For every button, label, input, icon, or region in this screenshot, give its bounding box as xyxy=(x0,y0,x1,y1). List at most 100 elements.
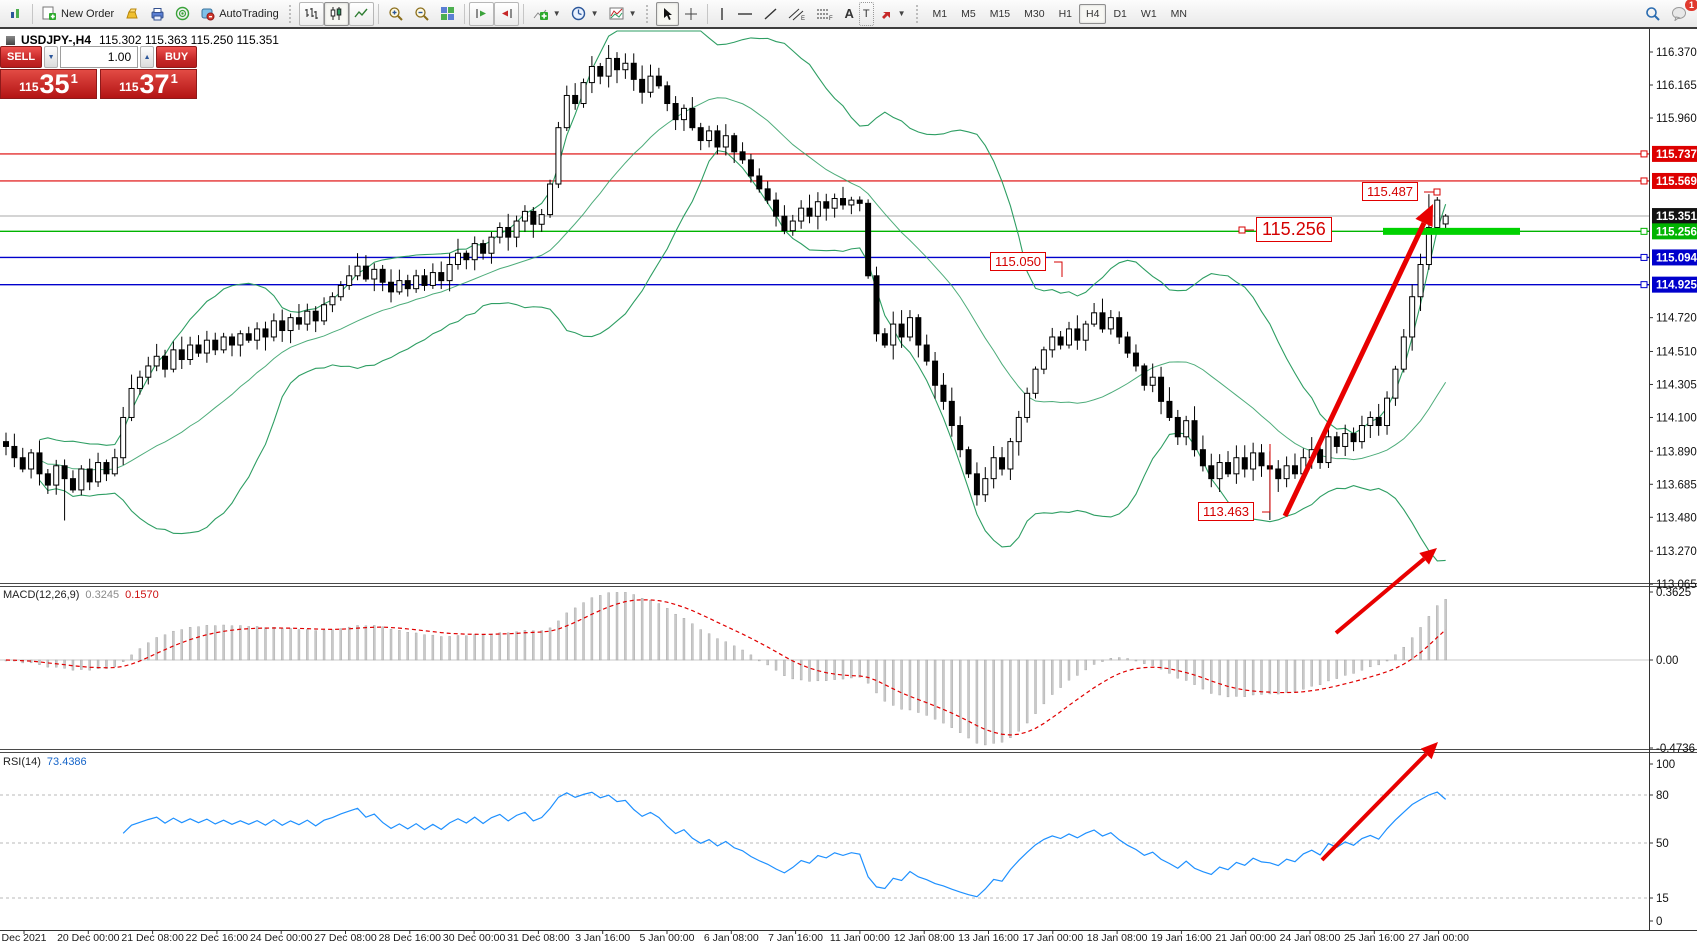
timeframe-mn[interactable]: MN xyxy=(1164,4,1194,24)
candle-body xyxy=(538,214,545,225)
candle-body xyxy=(11,445,18,459)
sell-button[interactable]: SELL xyxy=(0,46,43,68)
timeframe-w1[interactable]: W1 xyxy=(1134,4,1164,24)
macd-histogram-bar xyxy=(373,625,376,661)
candle-body xyxy=(463,252,470,261)
macd-histogram-bar xyxy=(565,612,568,661)
price-annotation-115487[interactable]: 115.487 xyxy=(1362,182,1419,201)
macd-histogram-bar xyxy=(791,659,794,680)
dropdown-caret: ▼ xyxy=(897,9,906,18)
macd-histogram-bar xyxy=(523,630,527,661)
volume-input[interactable] xyxy=(60,46,139,68)
deposit-gold-icon[interactable] xyxy=(119,2,145,26)
timeframe-m15[interactable]: M15 xyxy=(983,4,1017,24)
periods-button[interactable]: ▼ xyxy=(566,2,604,26)
candle-body xyxy=(371,268,378,280)
text-tool[interactable]: A xyxy=(844,6,854,21)
candle-body xyxy=(915,317,922,346)
tile-windows-icon[interactable] xyxy=(435,2,460,26)
candle-body xyxy=(823,201,830,209)
chart-window-icon[interactable] xyxy=(4,2,28,26)
toolbar-drag-handle[interactable] xyxy=(288,4,294,23)
toolbar-drag-handle[interactable] xyxy=(646,4,651,23)
toolbar-drag-handle[interactable] xyxy=(915,4,921,23)
indicators-button[interactable]: ▼ xyxy=(528,2,566,26)
annotation-anchor-square[interactable] xyxy=(1433,188,1441,196)
search-icon[interactable] xyxy=(1640,2,1666,26)
timeframe-d1[interactable]: D1 xyxy=(1106,4,1133,24)
zoom-in-icon[interactable] xyxy=(383,2,409,26)
print-icon[interactable] xyxy=(145,2,170,26)
macd-histogram-bar xyxy=(306,629,309,661)
autotrading-button[interactable]: AutoTrading xyxy=(195,3,284,25)
buy-button[interactable]: BUY xyxy=(156,46,197,68)
trend-arrow-head[interactable] xyxy=(1419,548,1437,565)
line-anchor-square[interactable] xyxy=(1640,253,1648,261)
macd-histogram-bar xyxy=(1134,659,1138,662)
candlestick-chart-icon[interactable] xyxy=(323,1,349,26)
line-anchor-square[interactable] xyxy=(1640,150,1648,158)
macd-histogram-bar xyxy=(155,637,158,661)
trend-arrow-shaft[interactable] xyxy=(1320,752,1428,862)
timeframe-m30[interactable]: M30 xyxy=(1017,4,1051,24)
candle-body xyxy=(798,207,805,222)
trendline-tool[interactable] xyxy=(758,2,783,26)
bollinger-middle-band[interactable] xyxy=(39,97,1447,471)
trend-arrow-shaft[interactable] xyxy=(1334,557,1426,635)
vertical-line-tool[interactable] xyxy=(712,2,732,26)
arrows-tool[interactable]: ▼ xyxy=(874,2,911,26)
candle-body xyxy=(1325,436,1332,464)
timeframe-h1[interactable]: H1 xyxy=(1052,4,1079,24)
bollinger-lower-band[interactable] xyxy=(39,150,1446,562)
timeframe-m1[interactable]: M1 xyxy=(926,4,955,24)
signals-icon[interactable] xyxy=(170,2,195,26)
crosshair-tool[interactable] xyxy=(679,2,703,26)
bollinger-upper-band[interactable] xyxy=(39,30,1447,446)
candle-body xyxy=(521,210,528,222)
sell-price-display[interactable]: 115 35 1 xyxy=(0,69,97,99)
zoom-out-icon[interactable] xyxy=(409,2,435,26)
notifications-button[interactable]: 1 xyxy=(1666,0,1697,26)
volume-increase-button[interactable]: ▲ xyxy=(140,46,155,68)
rsi-axis-label: 15 xyxy=(1656,893,1669,905)
macd-histogram-bar xyxy=(80,659,83,670)
macd-histogram-bar xyxy=(716,638,719,661)
timeframe-m5[interactable]: M5 xyxy=(954,4,983,24)
new-order-button[interactable]: New Order xyxy=(37,3,119,25)
auto-scroll-icon[interactable] xyxy=(468,1,494,26)
volume-decrease-button[interactable]: ▼ xyxy=(44,46,59,68)
equidistant-channel-tool[interactable]: E xyxy=(783,2,811,26)
bar-chart-icon[interactable] xyxy=(298,1,324,26)
templates-button[interactable]: ▼ xyxy=(604,2,642,26)
trend-arrow-head[interactable] xyxy=(1420,742,1438,760)
macd-histogram-bar xyxy=(900,659,903,710)
fibonacci-tool[interactable]: F xyxy=(811,2,839,26)
candle-body xyxy=(873,275,880,335)
price-annotation-113463[interactable]: 113.463 xyxy=(1198,502,1255,521)
candle-body xyxy=(1375,416,1382,427)
text-label-tool[interactable]: T xyxy=(858,1,874,26)
line-chart-icon[interactable] xyxy=(348,1,374,26)
line-anchor-square[interactable] xyxy=(1640,177,1648,185)
line-anchor-square[interactable] xyxy=(1640,281,1648,289)
candle-body xyxy=(1099,312,1106,330)
price-axis-tick-label: 114.305 xyxy=(1656,379,1697,391)
trend-arrow-shaft[interactable] xyxy=(1282,221,1427,518)
line-anchor-square[interactable] xyxy=(1640,227,1648,235)
horizontal-line-tool[interactable] xyxy=(732,2,758,26)
macd-axis-label: -0.4736 xyxy=(1656,743,1695,755)
annotation-anchor-square[interactable] xyxy=(1238,226,1246,234)
chart-shift-icon[interactable] xyxy=(493,1,519,26)
price-annotation-115050[interactable]: 115.050 xyxy=(990,252,1047,271)
macd-histogram-bar xyxy=(850,659,853,679)
trend-arrow-head[interactable] xyxy=(1415,204,1433,228)
macd-histogram-bar xyxy=(808,659,811,682)
candle-body xyxy=(630,62,637,80)
price-annotation-115256[interactable]: 115.256 xyxy=(1256,217,1332,242)
support-zone-segment[interactable] xyxy=(1383,227,1520,235)
timeframe-h4[interactable]: H4 xyxy=(1079,3,1107,24)
buy-price-display[interactable]: 115 37 1 xyxy=(100,69,197,99)
cursor-tool[interactable] xyxy=(656,1,680,26)
candle-body xyxy=(1250,452,1257,470)
